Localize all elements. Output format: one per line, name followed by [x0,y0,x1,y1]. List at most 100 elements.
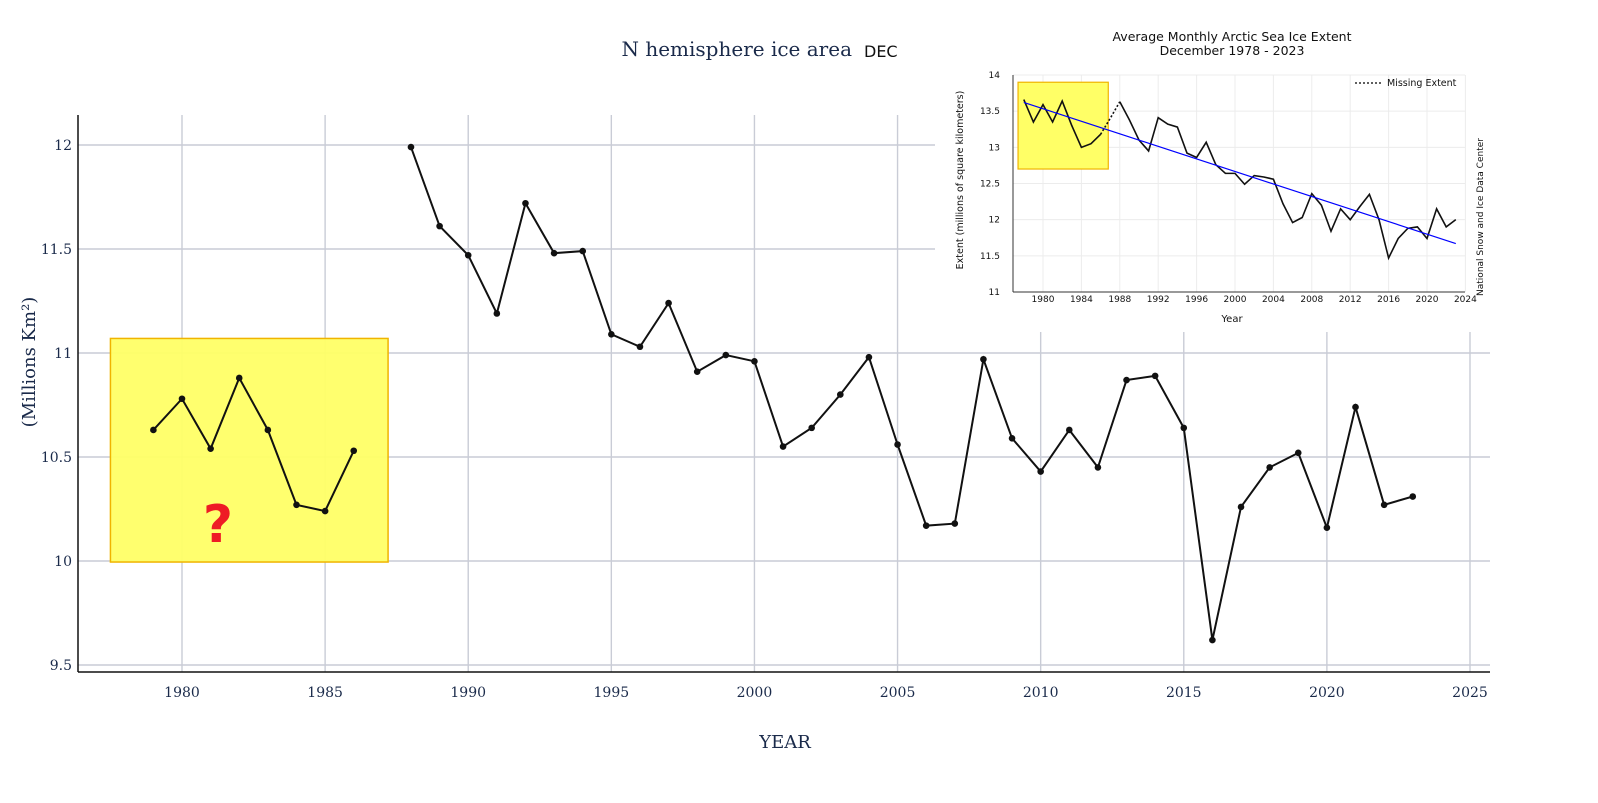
data-point [321,507,329,515]
inset-x-tick-label: 1980 [1032,295,1055,305]
data-point [1008,434,1016,442]
inset-x-tick-label: 2012 [1339,295,1362,305]
highlight-rect [109,337,389,563]
inset-y-tick-label: 12 [989,216,1000,226]
question-mark-label: ? [203,495,233,555]
y-tick-label: 10.5 [41,450,72,466]
data-point [722,351,730,359]
data-point [550,249,558,257]
data-point [522,199,529,207]
y-tick-label: 9.5 [50,658,72,674]
x-tick-label: 2025 [1452,685,1488,701]
inset-x-tick-label: 2016 [1377,295,1400,305]
data-point [636,343,644,351]
inset-axes: 11 11.5 12 12.5 13 13.5 14 1980 1984 1988 1992 1996… [980,71,1477,305]
data-point [1237,503,1245,511]
data-point [693,368,701,376]
y-tick-label: 11.5 [41,242,72,258]
inset-x-tick-label: 1996 [1185,295,1208,305]
y-tick-label: 11 [54,346,72,362]
inset-title: Average Monthly Arctic Sea Ice Extent [1112,29,1351,44]
x-tick-label: 2020 [1309,685,1345,701]
data-point [922,522,930,529]
inset-x-tick-label: 1988 [1108,295,1131,305]
y-tick-label: 12 [54,138,72,154]
data-point [1409,493,1417,500]
inset-y-tick-label: 14 [989,71,1001,81]
inset-line-trend [1023,101,1456,245]
data-point [293,501,300,509]
inset-x-tick-label: 2024 [1454,295,1477,305]
inset-x-tick-label: 2020 [1416,295,1439,305]
data-point [837,391,844,398]
main-chart: ? 9.5 10 10.5 11 11.5 12 1980 1985 1990 1995 2000 2… [19,37,1490,753]
main-highlight-box: ? [109,337,389,563]
data-point [264,426,272,434]
x-tick-label: 1980 [164,685,200,701]
data-point [1380,501,1388,509]
inset-line-extent-2 [1119,101,1457,261]
data-point [665,299,672,307]
inset-y-tick-label: 11.5 [980,252,1000,262]
data-point [350,447,358,455]
data-point [1065,426,1073,434]
inset-x-tick-label: 2000 [1224,295,1247,305]
data-point [207,445,214,452]
data-point [1151,372,1159,380]
x-tick-label: 2010 [1023,685,1059,701]
data-point [1209,636,1216,644]
inset-line-extent [1023,98,1102,149]
inset-subtitle: December 1978 - 2023 [1160,43,1305,58]
data-point [407,143,415,151]
main-y-label: (Millions Km²) [19,297,40,428]
inset-y-tick-label: 13.5 [980,107,1000,117]
data-point [894,441,901,448]
data-point [493,310,501,317]
data-point [779,443,787,450]
series-line [152,375,355,513]
main-title: N hemisphere ice area [621,37,852,61]
series-line [410,146,1414,641]
x-tick-label: 1995 [594,685,630,701]
data-point [436,222,443,230]
legend-missing-extent: Missing Extent [1387,78,1457,89]
data-point [1180,424,1188,432]
data-point [1123,376,1130,384]
x-tick-label: 2015 [1166,685,1202,701]
data-point [1323,524,1331,532]
main-series [150,143,1417,644]
data-point [608,330,615,338]
data-point [1352,403,1359,411]
inset-x-tick-label: 2004 [1262,295,1285,305]
x-tick-label: 2000 [737,685,773,701]
data-point [751,358,758,365]
inset-y-label: Extent (millions of square kilometers) [955,91,966,270]
inset-background [935,22,1495,332]
data-point [235,374,243,382]
data-point [980,355,987,363]
main-axes: 9.5 10 10.5 11 11.5 12 1980 1985 1990 1995 2000 200… [41,115,1490,701]
data-point [1094,464,1102,471]
data-point [464,251,472,259]
x-tick-label: 2005 [880,685,916,701]
data-point [1037,468,1044,475]
data-point [951,520,959,527]
inset-x-tick-label: 1992 [1147,295,1170,305]
data-point [1266,464,1273,471]
inset-credit: National Snow and Ice Data Center [1476,138,1486,296]
x-tick-label: 1985 [307,685,343,701]
x-tick-label: 1990 [450,685,486,701]
data-point [178,395,186,403]
inset-y-tick-label: 12.5 [980,180,1000,190]
data-point [865,353,873,361]
inset-x-tick-label: 1984 [1070,295,1093,305]
data-point [1294,449,1302,457]
inset-x-label: Year [1220,314,1243,325]
inset-series [1023,98,1457,261]
data-point [579,247,587,255]
y-tick-label: 10 [54,554,72,570]
inset-y-tick-label: 11 [989,288,1000,298]
inset-chart: 11 11.5 12 12.5 13 13.5 14 1980 1984 1988 1992 1996… [935,22,1495,332]
main-subtitle: DEC [864,42,898,61]
